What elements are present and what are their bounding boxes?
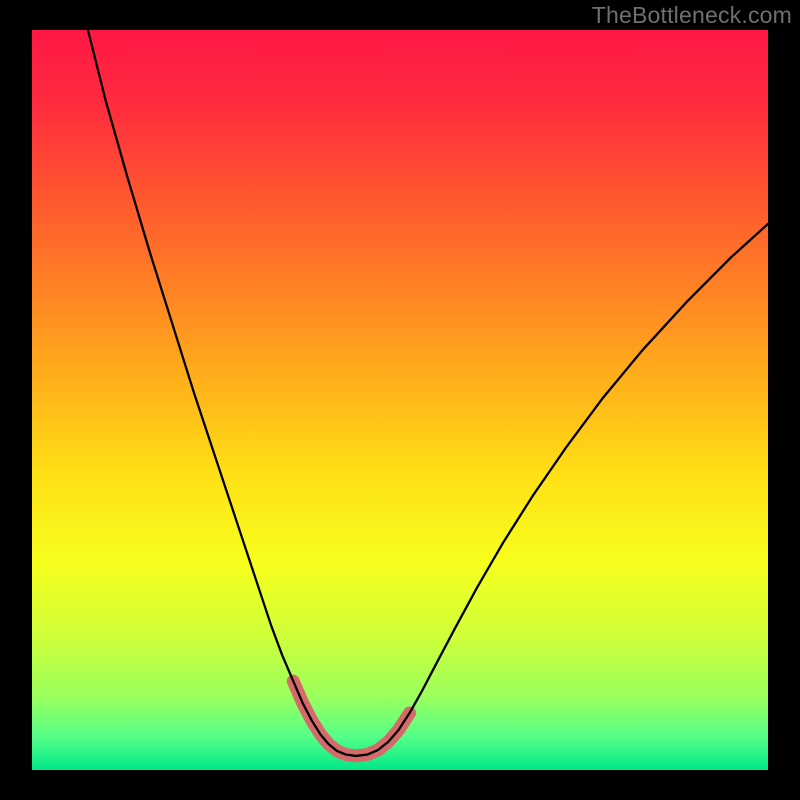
gradient-background bbox=[32, 30, 768, 770]
chart-svg bbox=[0, 0, 800, 800]
chart-canvas: TheBottleneck.com bbox=[0, 0, 800, 800]
